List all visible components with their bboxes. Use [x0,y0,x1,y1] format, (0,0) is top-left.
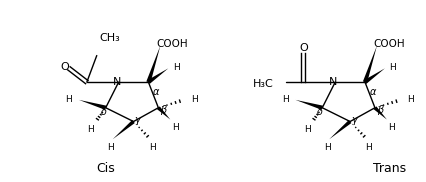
Text: α: α [370,87,376,97]
Polygon shape [364,68,385,84]
Text: H: H [324,143,331,152]
Text: γ: γ [135,114,141,124]
Text: β: β [377,105,383,115]
Text: H: H [389,63,396,72]
Text: H: H [407,95,414,104]
Polygon shape [157,106,170,120]
Text: N: N [329,77,337,87]
Text: H: H [87,125,94,134]
Text: H: H [173,63,180,72]
Text: CH₃: CH₃ [99,33,120,43]
Text: H₃C: H₃C [253,79,274,89]
Text: Cis: Cis [96,162,115,175]
Text: O: O [299,43,308,53]
Polygon shape [147,68,168,84]
Text: γ: γ [351,114,357,124]
Text: H: H [191,95,198,104]
Text: H: H [149,143,156,152]
Polygon shape [79,100,106,110]
Text: O: O [60,62,69,72]
Text: H: H [107,143,114,152]
Text: H: H [282,95,289,104]
Text: δ: δ [317,107,323,117]
Text: H: H [304,125,311,134]
Text: COOH: COOH [156,39,188,49]
Text: δ: δ [101,107,107,117]
Polygon shape [329,120,351,139]
Polygon shape [112,120,135,139]
Text: COOH: COOH [373,39,405,49]
Text: H: H [366,143,372,152]
Polygon shape [374,106,387,120]
Text: H: H [389,123,395,132]
Text: β: β [160,105,167,115]
Text: H: H [66,95,72,104]
Text: N: N [112,77,121,87]
Text: H: H [172,123,178,132]
Polygon shape [296,100,323,110]
Polygon shape [147,46,160,83]
Text: α: α [153,87,160,97]
Text: Trans: Trans [373,162,406,175]
Polygon shape [363,46,377,83]
